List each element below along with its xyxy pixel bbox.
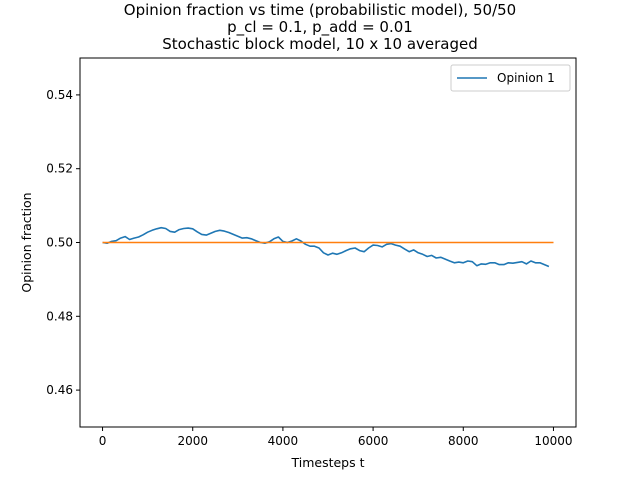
x-axis-ticks: 0 2000 4000 6000 8000 10000: [99, 427, 573, 448]
series-line-1: [102, 226, 550, 268]
series-layer: [102, 226, 554, 268]
x-tick-label: 0: [99, 434, 107, 448]
legend: Opinion 1: [450, 64, 571, 92]
y-tick-label: 0.52: [46, 162, 73, 176]
x-tick-label: 2000: [177, 434, 208, 448]
y-tick-label: 0.48: [46, 309, 73, 323]
x-tick-label: 4000: [268, 434, 299, 448]
y-tick-label: 0.46: [46, 383, 73, 397]
x-tick-label: 6000: [358, 434, 389, 448]
x-axis-label: Timesteps t: [290, 455, 364, 470]
chart-title-line-2: p_cl = 0.1, p_add = 0.01: [227, 18, 413, 36]
y-axis-label: Opinion fraction: [19, 192, 34, 292]
y-tick-label: 0.54: [46, 88, 73, 102]
y-tick-label: 0.50: [46, 236, 73, 250]
legend-label-opinion-1: Opinion 1: [497, 71, 555, 85]
x-tick-label: 8000: [448, 434, 479, 448]
x-tick-label: 10000: [534, 434, 572, 448]
chart-title-line-1: Opinion fraction vs time (probabilistic …: [123, 1, 517, 19]
legend-box: [450, 64, 571, 92]
y-axis-ticks: 0.46 0.48 0.50 0.52 0.54: [46, 88, 80, 397]
chart-title-line-3: Stochastic block model, 10 x 10 averaged: [162, 35, 478, 53]
